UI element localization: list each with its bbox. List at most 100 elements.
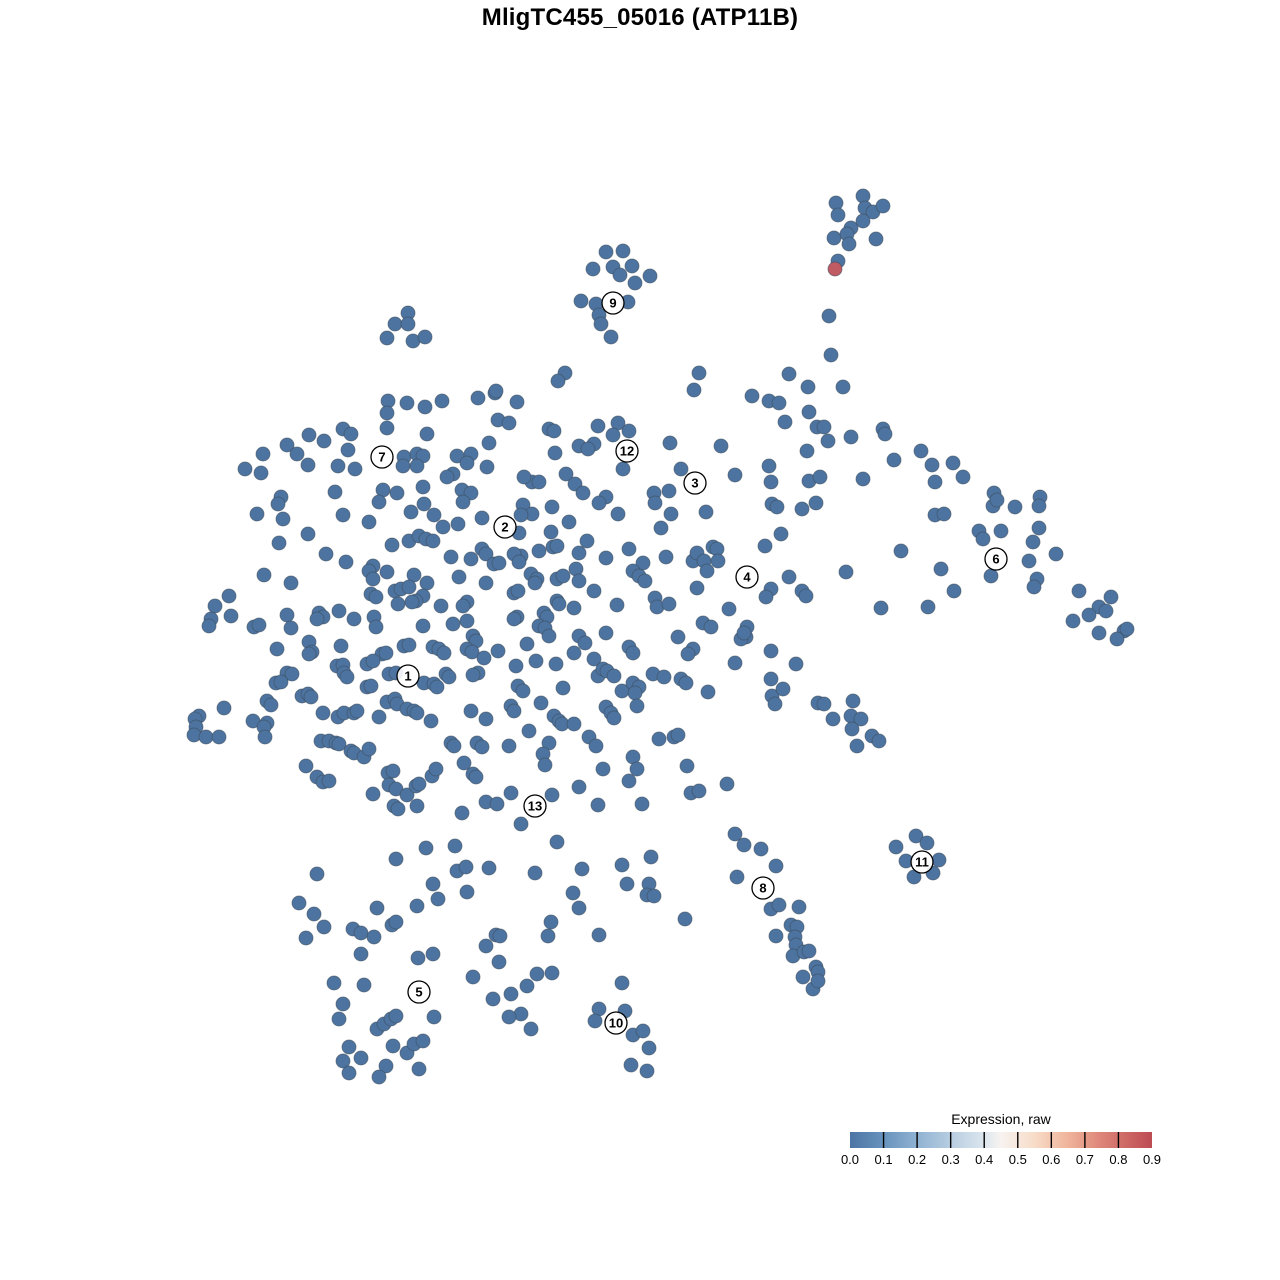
legend-gradient-bar — [850, 1132, 1152, 1148]
data-point — [251, 617, 267, 633]
data-point — [459, 884, 475, 900]
data-point — [300, 457, 316, 473]
cluster-label-number: 4 — [743, 570, 751, 585]
cluster-label-number: 12 — [620, 444, 634, 459]
data-point — [670, 727, 686, 743]
data-point — [606, 668, 622, 684]
data-point — [609, 597, 625, 613]
data-point — [476, 650, 492, 666]
cluster-label-circle — [984, 547, 1008, 571]
data-point — [651, 731, 667, 747]
data-point — [841, 236, 857, 252]
data-point — [544, 499, 560, 515]
data-point — [533, 695, 549, 711]
data-point — [808, 495, 824, 511]
data-point — [927, 474, 943, 490]
data-point — [441, 669, 457, 685]
data-point — [433, 598, 449, 614]
data-point — [478, 575, 494, 591]
data-point — [401, 637, 417, 653]
cluster-label-circle — [683, 471, 707, 495]
data-point — [353, 925, 369, 941]
data-point — [855, 471, 871, 487]
data-point — [993, 523, 1009, 539]
cluster-label-number: 2 — [501, 520, 508, 535]
data-point — [868, 231, 884, 247]
data-point — [873, 600, 889, 616]
legend-tick-label: 0.2 — [908, 1152, 926, 1167]
data-point — [331, 736, 347, 752]
data-point — [575, 485, 591, 501]
data-point — [975, 531, 991, 547]
data-point — [327, 484, 343, 500]
data-point — [627, 275, 643, 291]
data-point — [400, 316, 416, 332]
data-point — [447, 838, 463, 854]
data-point — [843, 429, 859, 445]
data-point — [527, 865, 543, 881]
data-point — [399, 787, 415, 803]
data-point — [713, 438, 729, 454]
data-point — [426, 507, 442, 523]
data-point — [849, 738, 865, 754]
data-point — [331, 603, 347, 619]
data-point — [691, 365, 707, 381]
page-title: MligTC455_05016 (ATP11B) — [481, 4, 799, 31]
data-point — [788, 656, 804, 672]
data-point — [663, 506, 679, 522]
data-point — [223, 608, 239, 624]
data-point — [830, 207, 846, 223]
data-point — [571, 545, 587, 561]
data-point — [1103, 589, 1119, 605]
data-point — [321, 773, 337, 789]
data-points — [186, 188, 1135, 1085]
data-point — [263, 697, 279, 713]
data-point — [908, 828, 924, 844]
data-point — [298, 930, 314, 946]
data-point — [216, 700, 232, 716]
data-point — [758, 589, 774, 605]
data-point — [673, 461, 689, 477]
data-point — [647, 495, 663, 511]
data-point — [710, 553, 726, 569]
data-point — [606, 710, 622, 726]
data-point — [1026, 579, 1042, 595]
data-point — [875, 198, 891, 214]
data-point — [612, 267, 628, 283]
cluster-label-circle — [493, 515, 517, 539]
data-point — [1109, 631, 1125, 647]
data-point — [549, 538, 565, 554]
cluster-label-circle — [407, 980, 431, 1004]
cluster-label-number: 10 — [609, 1016, 623, 1031]
data-point — [371, 1069, 387, 1085]
data-point — [744, 388, 760, 404]
data-point — [371, 709, 387, 725]
data-point — [593, 316, 609, 332]
data-point — [436, 645, 452, 661]
data-point — [727, 655, 743, 671]
data-point — [516, 469, 532, 485]
data-point — [425, 876, 441, 892]
data-point — [443, 549, 459, 565]
data-point — [1071, 583, 1087, 599]
data-point — [763, 671, 779, 687]
data-point — [207, 598, 223, 614]
data-point — [1065, 613, 1081, 629]
data-point — [271, 535, 287, 551]
data-point — [1021, 553, 1037, 569]
data-point — [590, 797, 606, 813]
data-point — [349, 703, 365, 719]
data-point — [670, 629, 686, 645]
expression-legend: Expression, raw 0.0 0.1 0.2 0.3 0.4 0.5 0.6 0.7 0… — [841, 1111, 1161, 1167]
data-point — [298, 758, 314, 774]
cluster-label-number: 1 — [404, 669, 411, 684]
data-point — [588, 738, 604, 754]
data-point — [389, 485, 405, 501]
data-point — [781, 569, 797, 585]
data-point — [419, 575, 435, 591]
data-point — [800, 379, 816, 395]
data-point — [625, 645, 641, 661]
data-point — [347, 461, 363, 477]
data-point — [661, 596, 677, 612]
data-point — [637, 573, 653, 589]
